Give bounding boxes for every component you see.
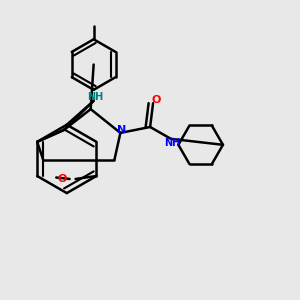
Text: N: N <box>117 125 127 135</box>
Text: O: O <box>58 174 67 184</box>
Text: NH: NH <box>164 138 181 148</box>
Text: NH: NH <box>87 92 103 101</box>
Text: O: O <box>152 95 161 105</box>
